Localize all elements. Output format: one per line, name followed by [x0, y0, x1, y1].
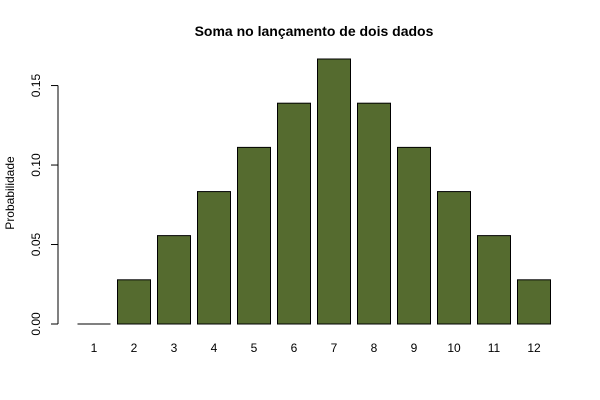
y-tick-label: 0.15	[29, 74, 43, 98]
y-tick-label: 0.10	[29, 153, 43, 177]
x-tick-label: 4	[211, 341, 218, 355]
bar	[197, 191, 231, 325]
bar	[477, 235, 511, 325]
x-tick-label: 8	[371, 341, 378, 355]
bar	[437, 191, 471, 325]
y-tick-label: 0.05	[29, 233, 43, 257]
y-tick-label: 0.00	[29, 312, 43, 336]
x-tick-label: 5	[251, 341, 258, 355]
x-tick-labels: 1 2 3 4 5 6 7 8 9 10 11 12	[91, 341, 541, 355]
x-tick-label: 11	[488, 341, 501, 355]
x-tick-label: 1	[91, 341, 98, 355]
x-tick-label: 3	[171, 341, 178, 355]
bar	[117, 279, 151, 325]
y-axis: 0.00 0.05 0.10 0.15	[29, 74, 59, 336]
bars-group	[77, 58, 551, 325]
bar	[277, 102, 311, 325]
bar	[357, 102, 391, 325]
x-tick-label: 2	[131, 341, 138, 355]
x-tick-label: 10	[447, 341, 461, 355]
bar	[397, 146, 431, 325]
x-tick-label: 6	[291, 341, 298, 355]
bar	[237, 146, 271, 325]
y-axis-title: Probabilidade	[3, 156, 17, 230]
chart-title: Soma no lançamento de dois dados	[195, 23, 434, 39]
bar	[517, 279, 551, 325]
x-tick-label: 7	[331, 341, 338, 355]
x-tick-label: 9	[411, 341, 418, 355]
bar	[157, 235, 191, 325]
x-tick-label: 12	[527, 341, 541, 355]
bar	[317, 58, 351, 325]
